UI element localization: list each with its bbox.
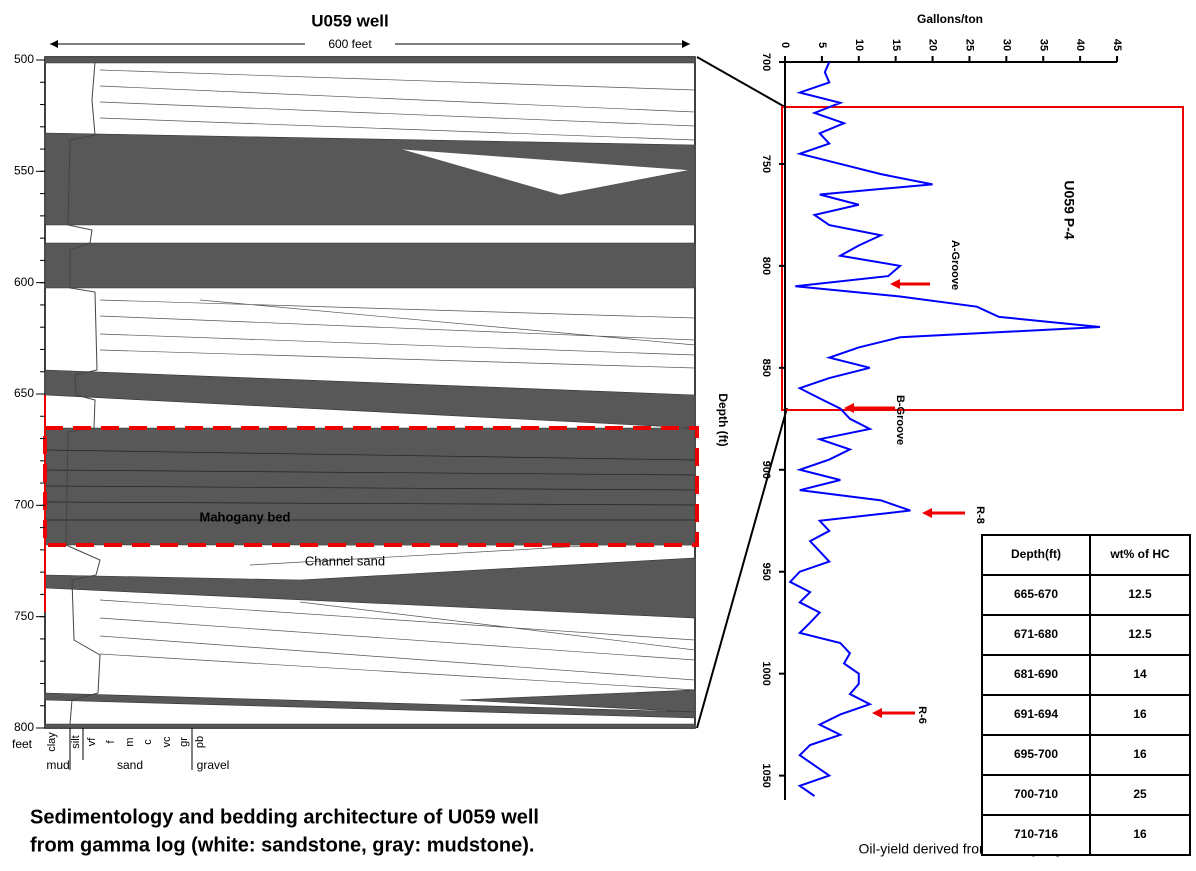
- marker-label: B-Groove: [894, 395, 906, 445]
- y-tick-label: 550: [14, 164, 34, 178]
- x-tick-label: 25: [964, 39, 976, 51]
- y-axis-label: Depth (ft): [716, 393, 730, 446]
- section-title: U059 well: [311, 11, 389, 30]
- y-tick-label: 700: [760, 53, 772, 71]
- grain-group-label: sand: [117, 758, 143, 772]
- table-cell: 16: [1133, 747, 1147, 761]
- page: U059 well 600 feet feet Mahogany bed Cha…: [0, 0, 1196, 871]
- y-tick-label: 650: [14, 386, 34, 400]
- x-tick-label: 45: [1111, 39, 1123, 51]
- x-tick-label: 20: [927, 39, 939, 51]
- y-tick-label: 1000: [760, 661, 772, 685]
- grain-size-label: vc: [161, 736, 173, 748]
- y-tick-label: 1050: [760, 763, 772, 787]
- y-tick-label: 950: [760, 563, 772, 581]
- table-cell: 12.5: [1128, 627, 1152, 641]
- grain-group-label: mud: [46, 758, 69, 772]
- x-tick-label: 5: [816, 42, 828, 48]
- annotation: Mahogany bed: [199, 509, 290, 524]
- x-tick-label: 30: [1000, 39, 1012, 51]
- y-tick-label: 800: [760, 257, 772, 275]
- connectors: [697, 57, 787, 728]
- y-tick-label: 750: [760, 155, 772, 173]
- y-tick-label: 750: [14, 609, 34, 623]
- x-axis-label: Gallons/ton: [917, 12, 983, 26]
- zoom-box: [782, 107, 1183, 410]
- mudstone-bed: [45, 57, 695, 63]
- table-cell: 16: [1133, 827, 1147, 841]
- table-cell: 25: [1133, 787, 1147, 801]
- grain-size-label: vf: [86, 737, 98, 747]
- table-cell: 700-710: [1014, 787, 1058, 801]
- marker-label: A-Groove: [949, 240, 961, 290]
- annotation: Channel sand: [305, 553, 385, 568]
- depth-unit: feet: [12, 737, 33, 751]
- table-cell: 671-680: [1014, 627, 1058, 641]
- table-cell: 12.5: [1128, 587, 1152, 601]
- y-tick-label: 700: [14, 498, 34, 512]
- well-label: U059 P-4: [1061, 180, 1077, 239]
- table-cell: 695-700: [1014, 747, 1058, 761]
- width-label: 600 feet: [328, 37, 372, 51]
- grain-size-label: gr: [178, 737, 190, 747]
- y-tick-label: 800: [14, 720, 34, 734]
- grain-size-label: pb: [194, 736, 206, 748]
- x-tick-label: 40: [1074, 39, 1086, 51]
- table-cell: 665-670: [1014, 587, 1058, 601]
- table-cell: 710-716: [1014, 827, 1058, 841]
- y-tick-label: 900: [760, 461, 772, 479]
- grain-size-label: f: [105, 740, 117, 744]
- grain-size-label: silt: [70, 735, 82, 748]
- figure: U059 well 600 feet feet Mahogany bed Cha…: [0, 0, 1196, 871]
- mudstone-bed: [45, 724, 695, 728]
- marker-label: R-8: [974, 506, 986, 524]
- bed-section: [45, 36, 697, 770]
- mudstone-bed: [45, 243, 695, 288]
- x-tick-label: 10: [853, 39, 865, 51]
- y-tick-label: 600: [14, 275, 34, 289]
- table-cell: 681-690: [1014, 667, 1058, 681]
- table-cell: 14: [1133, 667, 1147, 681]
- table-cell: 16: [1133, 707, 1147, 721]
- x-tick-label: 15: [890, 39, 902, 51]
- table-header: wt% of HC: [1109, 547, 1170, 561]
- y-tick-label: 850: [760, 359, 772, 377]
- grain-size-label: m: [124, 737, 136, 746]
- table-header: Depth(ft): [1011, 547, 1061, 561]
- grain-size-label: clay: [46, 732, 58, 752]
- marker-label: R-6: [916, 706, 928, 724]
- arrow-heads: [844, 279, 932, 718]
- x-tick-label: 35: [1037, 39, 1049, 51]
- caption: from gamma log (white: sandstone, gray: …: [30, 834, 535, 856]
- y-tick-label: 500: [14, 52, 34, 66]
- caption: Sedimentology and bedding architecture o…: [30, 806, 539, 828]
- table-cell: 691-694: [1014, 707, 1058, 721]
- x-tick-label: 0: [779, 42, 791, 48]
- connector-line: [697, 408, 787, 728]
- grain-group-label: gravel: [197, 758, 230, 772]
- grain-size-label: c: [142, 739, 154, 745]
